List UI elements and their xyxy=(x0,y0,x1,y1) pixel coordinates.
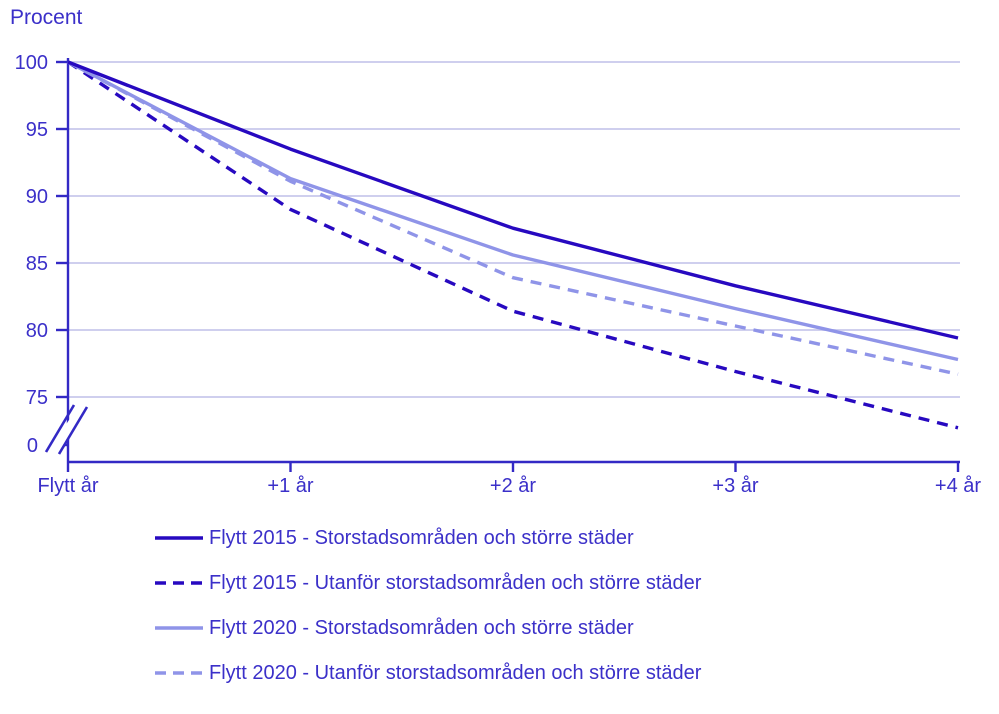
series-line xyxy=(67,60,959,362)
legend-swatch-dashed-line xyxy=(155,581,203,585)
series-line xyxy=(67,60,959,376)
x-tick-label: +4 år xyxy=(935,475,981,497)
y-axis-title: Procent xyxy=(10,6,83,29)
y-tick-label: 100 xyxy=(15,52,48,74)
axis-break-slash xyxy=(57,406,89,455)
axis-break-gap xyxy=(48,402,90,456)
legend-item: Flytt 2020 - Storstadsområden och större… xyxy=(155,616,701,640)
legend-label: Flytt 2020 - Storstadsområden och större… xyxy=(209,616,634,639)
chart-legend: Flytt 2015 - Storstadsområden och större… xyxy=(155,526,701,706)
y-tick-label: 80 xyxy=(26,320,48,342)
line-chart-canvas: 100 95 90 85 80 75 0 Flytt år +1 år +2 år +3 år +4 … xyxy=(15,52,982,497)
x-tick-label: +2 år xyxy=(490,475,536,497)
legend-label: Flytt 2020 - Utanför storstadsområden oc… xyxy=(209,661,702,684)
x-tick-label: Flytt år xyxy=(37,475,98,497)
y-tick-label: 95 xyxy=(26,119,48,141)
axis-break-slash xyxy=(44,404,76,453)
x-tick-label: +1 år xyxy=(267,475,313,497)
y-tick-label: 75 xyxy=(26,387,48,409)
y-tick-label: 85 xyxy=(26,253,48,275)
legend-swatch-solid-line xyxy=(155,536,203,540)
legend-item: Flytt 2015 - Utanför storstadsområden oc… xyxy=(155,571,701,595)
y-zero-label: 0 xyxy=(27,435,38,457)
series-line xyxy=(67,60,959,340)
legend-item: Flytt 2015 - Storstadsområden och större… xyxy=(155,526,701,550)
legend-swatch-dashed-line xyxy=(155,671,203,675)
legend-item: Flytt 2020 - Utanför storstadsområden oc… xyxy=(155,661,701,685)
x-tick-label: +3 år xyxy=(712,475,758,497)
series-line xyxy=(67,60,959,430)
legend-swatch-solid-line xyxy=(155,626,203,630)
legend-label: Flytt 2015 - Storstadsområden och större… xyxy=(209,526,634,549)
legend-label: Flytt 2015 - Utanför storstadsområden oc… xyxy=(209,571,702,594)
y-tick-label: 90 xyxy=(26,186,48,208)
